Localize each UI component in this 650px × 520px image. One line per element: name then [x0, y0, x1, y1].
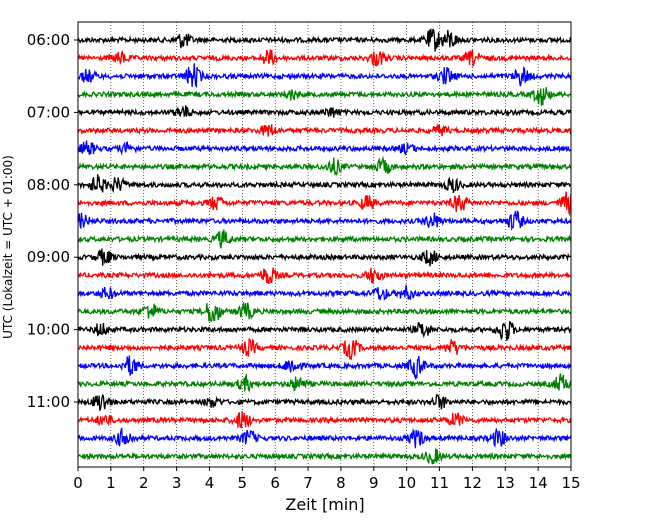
plot-frame — [77, 21, 572, 468]
y-tick-label: 10:00 — [27, 321, 70, 339]
x-tick-label: 2 — [139, 474, 149, 492]
x-tick-label: 9 — [369, 474, 379, 492]
x-tick-label: 15 — [561, 474, 580, 492]
x-tick-label: 11 — [430, 474, 449, 492]
y-axis-label: UTC (Lokalzeit = UTC + 01:00) — [1, 155, 15, 339]
trace-0930 — [77, 284, 572, 301]
trace-1115 — [77, 411, 572, 429]
x-tick-label: 5 — [238, 474, 248, 492]
y-tick-label: 09:00 — [27, 248, 70, 266]
trace-0815 — [77, 191, 572, 217]
trace-0945 — [78, 302, 572, 323]
x-tick-label: 8 — [336, 474, 346, 492]
y-axis-ticks: 06:00 07:00 08:00 09:00 10:00 11:00 — [27, 31, 78, 411]
trace-0745 — [77, 155, 571, 176]
trace-0615 — [77, 49, 572, 68]
trace-0645 — [77, 87, 572, 106]
trace-1145 — [77, 448, 572, 465]
y-tick-label: 11:00 — [27, 393, 70, 411]
trace-1000 — [77, 321, 572, 341]
trace-1015 — [77, 337, 572, 361]
y-tick-label: 07:00 — [27, 103, 70, 121]
trace-0845 — [77, 229, 572, 249]
trace-0915 — [77, 267, 572, 285]
trace-0800 — [77, 174, 572, 194]
trace-1045 — [77, 373, 572, 393]
trace-1100 — [77, 393, 572, 411]
x-tick-label: 0 — [73, 474, 83, 492]
x-tick-label: 1 — [106, 474, 116, 492]
x-tick-label: 12 — [463, 474, 482, 492]
trace-series — [77, 28, 572, 465]
x-tick-label: 7 — [303, 474, 313, 492]
trace-0600 — [77, 28, 572, 52]
trace-0715 — [77, 124, 572, 137]
trace-0830 — [77, 209, 572, 231]
trace-0730 — [77, 140, 572, 156]
trace-0630 — [77, 63, 572, 89]
x-tick-label: 13 — [496, 474, 515, 492]
x-axis-ticks: 0 1 2 3 4 5 6 7 8 9 10 11 12 13 14 15 — [73, 467, 581, 492]
x-tick-label: 4 — [205, 474, 215, 492]
x-tick-label: 3 — [172, 474, 182, 492]
y-tick-label: 08:00 — [27, 176, 70, 194]
y-tick-label: 06:00 — [27, 31, 70, 49]
x-axis-label: Zeit [min] — [285, 495, 364, 514]
trace-0700 — [77, 105, 572, 118]
x-tick-label: 10 — [397, 474, 416, 492]
trace-1130 — [77, 427, 572, 449]
trace-1030 — [77, 355, 572, 381]
x-tick-label: 6 — [270, 474, 280, 492]
x-tick-label: 14 — [529, 474, 548, 492]
trace-0900 — [77, 248, 572, 267]
vertical-grid — [110, 22, 539, 467]
